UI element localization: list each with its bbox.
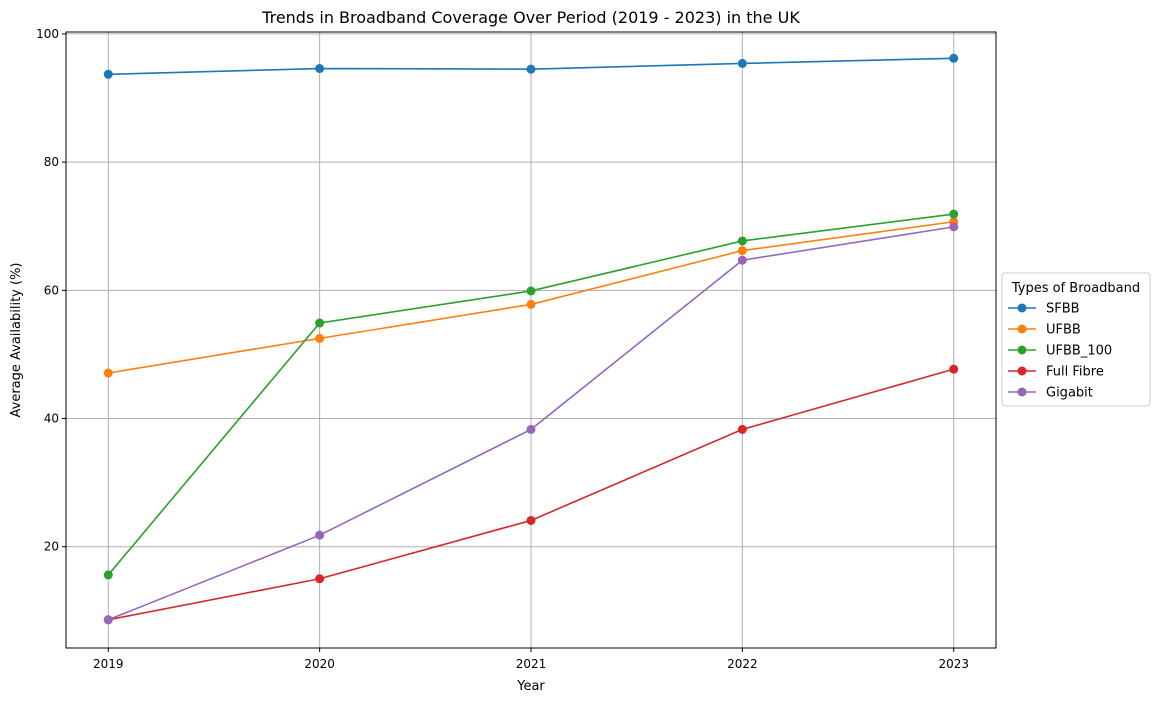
data-point-ufbb-100 xyxy=(315,318,325,328)
data-point-ufbb-100 xyxy=(103,570,113,580)
data-point-full-fibre xyxy=(315,574,325,584)
legend-title: Types of Broadband xyxy=(1011,281,1140,296)
legend-item-sfbb: SFBB xyxy=(1008,302,1080,317)
y-tick-label: 100 xyxy=(36,27,59,41)
legend-item-ufbb-100: UFBB_100 xyxy=(1008,344,1112,359)
data-point-ufbb xyxy=(315,333,325,343)
data-point-ufbb-100 xyxy=(526,286,536,296)
data-point-ufbb xyxy=(737,246,747,256)
legend-label: Gigabit xyxy=(1046,386,1093,401)
x-tick-label: 2023 xyxy=(938,657,969,671)
data-point-ufbb xyxy=(526,299,536,309)
data-point-sfbb xyxy=(737,58,747,68)
legend-label: SFBB xyxy=(1046,302,1080,317)
y-tick-label: 40 xyxy=(44,412,59,426)
data-point-full-fibre xyxy=(949,364,959,374)
data-point-ufbb-100 xyxy=(737,236,747,246)
data-point-gigabit xyxy=(737,255,747,265)
y-tick-label: 80 xyxy=(44,155,59,169)
x-axis-ticks: 2019 2020 2021 2022 2023 xyxy=(93,648,969,671)
data-point-gigabit xyxy=(315,530,325,540)
legend-swatch-marker xyxy=(1017,387,1027,397)
series-markers xyxy=(103,53,959,625)
x-tick-label: 2019 xyxy=(93,657,124,671)
data-point-ufbb-100 xyxy=(949,209,959,219)
data-point-gigabit xyxy=(103,615,113,625)
data-point-gigabit xyxy=(949,222,959,232)
chart-title: Trends in Broadband Coverage Over Period… xyxy=(261,8,800,27)
legend-swatch-marker xyxy=(1017,366,1027,376)
data-point-sfbb xyxy=(526,64,536,74)
legend-item-gigabit: Gigabit xyxy=(1008,386,1093,401)
legend-item-full-fibre: Full Fibre xyxy=(1008,365,1104,380)
x-tick-label: 2022 xyxy=(727,657,758,671)
grid-lines xyxy=(66,32,996,648)
data-point-sfbb xyxy=(949,53,959,63)
x-tick-label: 2020 xyxy=(304,657,335,671)
y-axis-ticks: 20 40 60 80 100 xyxy=(36,27,66,554)
data-point-full-fibre xyxy=(737,424,747,434)
legend-label: UFBB_100 xyxy=(1046,344,1112,359)
data-point-full-fibre xyxy=(526,515,536,525)
legend-items: SFBB UFBB UFBB_100 Full Fibre Gigabit xyxy=(1008,302,1112,401)
data-point-ufbb xyxy=(103,368,113,378)
y-tick-label: 60 xyxy=(44,283,59,297)
legend-item-ufbb: UFBB xyxy=(1008,323,1081,338)
x-axis-label: Year xyxy=(516,679,545,694)
data-point-gigabit xyxy=(526,424,536,434)
legend-label: UFBB xyxy=(1046,323,1081,338)
legend-box xyxy=(1001,272,1151,407)
legend-swatch-marker xyxy=(1017,345,1027,355)
legend-swatch-marker xyxy=(1017,324,1027,334)
y-tick-label: 20 xyxy=(44,540,59,554)
x-tick-label: 2021 xyxy=(516,657,547,671)
y-axis-label: Average Availability (%) xyxy=(9,262,24,417)
data-point-sfbb xyxy=(103,69,113,79)
legend-swatch-marker xyxy=(1017,303,1027,313)
legend: Types of Broadband SFBB UFBB UFBB_100 Full … xyxy=(1001,272,1151,407)
legend-label: Full Fibre xyxy=(1046,365,1104,380)
data-point-sfbb xyxy=(315,64,325,74)
